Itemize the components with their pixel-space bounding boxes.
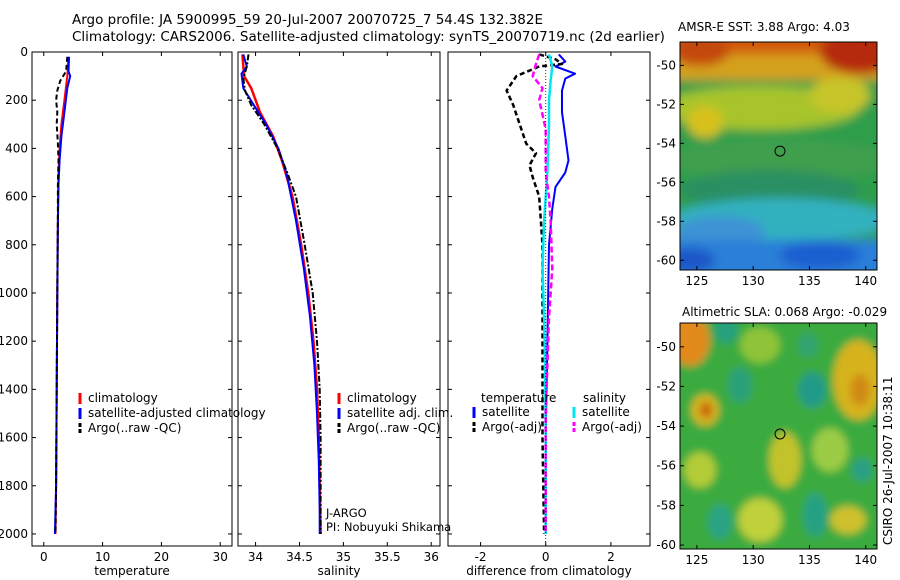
salinity-xtick-label: 34.5 [286,550,313,564]
depth-tick-label: 1200 [0,334,28,348]
pi-label: PI: Nobuyuki Shikama [326,520,451,534]
difference-salinity-legend-label: Argo(-adj) [582,420,642,434]
sst-map-xtick-label: 130 [742,274,765,288]
temperature-legend-label: Argo(..raw -QC) [88,421,181,435]
depth-tick-label: 1000 [0,286,28,300]
salinity-xtick-label: 34 [248,550,263,564]
difference-series-salinity-argo [531,54,554,534]
difference-series-temperature-argo [505,53,564,535]
difference-salinity-legend-label: satellite [582,405,630,419]
salinity-xlabel: salinity [317,564,360,578]
sst-map-title: AMSR-E SST: 3.88 Argo: 4.03 [678,20,850,34]
sst-map-ytick-label: -52 [656,97,676,111]
salinity-axes-box [237,51,441,547]
sla-map-ytick-label: -60 [656,538,676,552]
temperature-axes-box [31,51,233,547]
salinity-xtick-label: 35 [336,550,351,564]
depth-tick-label: 600 [5,190,28,204]
sla-map-title: Altimetric SLA: 0.068 Argo: -0.029 [682,305,887,319]
temperature-panel: 0 200 400 600 800 1000 1200 1400 1600 1800 2000 0 10… [0,45,266,578]
program-label: J-ARGO [325,506,367,520]
sla-map-xtick-label: 125 [685,553,708,567]
difference-temperature-legend-label: satellite [482,405,530,419]
sst-map-ytick-label: -58 [656,214,676,228]
depth-tick-label: 1800 [0,479,28,493]
sla-map-xtick-label: 135 [798,553,821,567]
temperature-xtick-label: 20 [154,550,169,564]
sla-map-ytick-label: -56 [656,459,676,473]
salinity-series-climatology [241,54,322,535]
sla-argo-location-marker [774,428,786,440]
temperature-xtick-label: 10 [95,550,110,564]
figure-title-line2: Climatology: CARS2006. Satellite-adjuste… [72,29,665,45]
temperature-xtick-label: 30 [213,550,228,564]
sla-map-xtick-label: 130 [742,553,765,567]
side-timestamp-label: CSIRO 26-Jul-2007 10:38:11 [881,377,895,545]
salinity-legend-label: climatology [347,391,417,405]
difference-axes-box [447,51,651,547]
temperature-legend-label: climatology [88,391,158,405]
salinity-panel: 34 34.5 35 35.5 36 salinity climatologysatelli… [237,51,453,578]
sla-map: 125 130 135 140 -50 -52 -54 -56 -58 -60 [656,322,878,567]
difference-xtick-label: 0 [542,550,550,564]
sst-map-xtick-label: 140 [854,274,877,288]
sst-map-ytick-label: -50 [656,58,676,72]
temperature-series-argo [54,56,69,535]
temperature-legend-label: satellite-adjusted climatology [88,406,266,420]
difference-legend-temperature-title: temperature [481,391,556,405]
sst-map-xtick-label: 125 [685,274,708,288]
sst-argo-location-marker [774,145,786,157]
depth-tick-label: 0 [20,45,28,59]
sla-map-xtick-label: 140 [854,553,877,567]
sla-map-ytick-label: -58 [656,498,676,512]
depth-tick-label: 1400 [0,382,28,396]
temperature-xtick-label: 0 [40,550,48,564]
sst-map-ytick-label: -56 [656,175,676,189]
salinity-xtick-label: 35.5 [374,550,401,564]
difference-xlabel: difference from climatology [466,564,632,578]
sla-map-ytick-label: -52 [656,379,676,393]
difference-legend-salinity-title: salinity [583,391,626,405]
difference-xtick-label: -2 [475,550,487,564]
difference-series-temperature-satellite [544,53,577,534]
salinity-xtick-label: 36 [424,550,439,564]
depth-tick-label: 800 [5,238,28,252]
depth-tick-label: 2000 [0,527,28,541]
sst-map-ytick-label: -54 [656,136,676,150]
temperature-xlabel: temperature [94,564,169,578]
sla-map-ytick-label: -54 [656,419,676,433]
temperature-series-satellite [53,56,72,535]
sst-map-ytick-label: -60 [656,253,676,267]
depth-tick-label: 400 [5,141,28,155]
figure-title-line1: Argo profile: JA 5900995_59 20-Jul-2007 … [72,12,543,28]
difference-xtick-label: 2 [607,550,615,564]
salinity-legend-label: Argo(..raw -QC) [347,421,440,435]
salinity-legend-label: satellite adj. clim. [347,406,453,420]
depth-tick-label: 200 [5,93,28,107]
salinity-series-satellite [240,54,321,534]
sst-map: 125 130 135 140 -50 -52 -54 -56 -58 -60 [656,41,878,288]
sla-map-ytick-label: -50 [656,340,676,354]
difference-temperature-legend-label: Argo(-adj) [482,420,542,434]
depth-tick-label: 1600 [0,431,28,445]
salinity-series-argo [242,54,322,534]
sst-map-xtick-label: 135 [798,274,821,288]
